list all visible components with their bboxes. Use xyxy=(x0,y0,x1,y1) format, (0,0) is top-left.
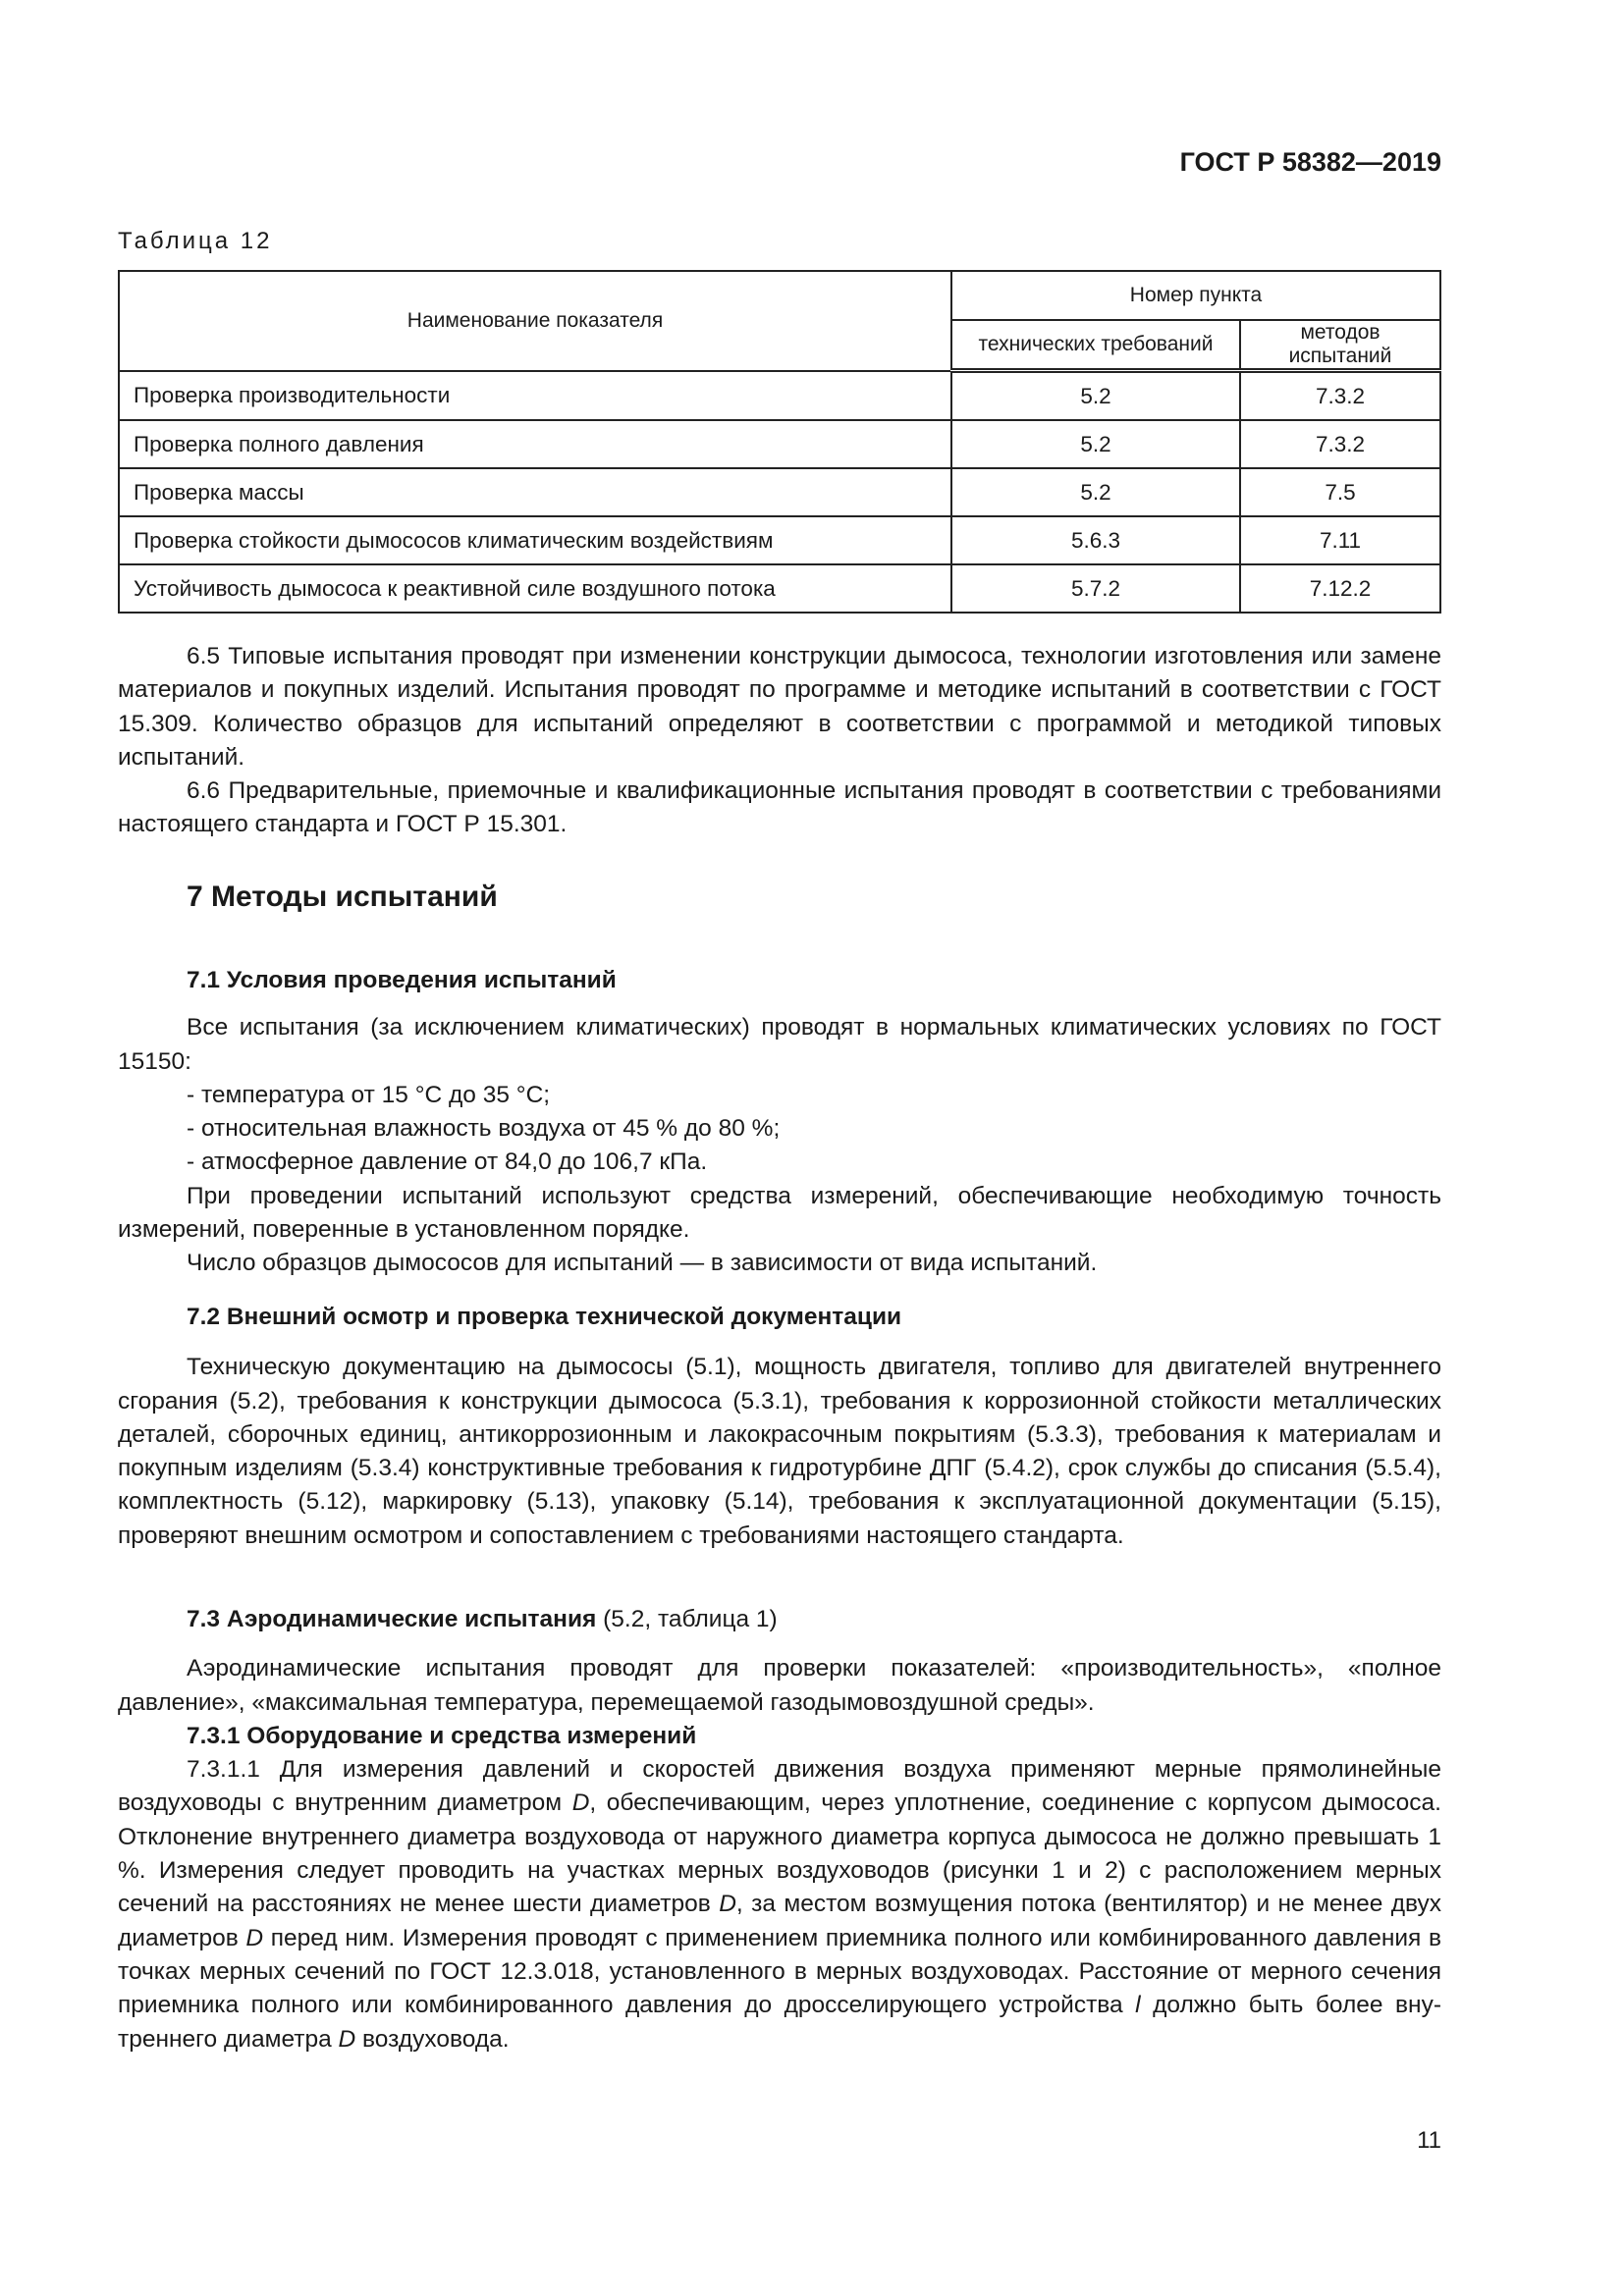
paragraph: Техническую документацию на дымососы (5.… xyxy=(118,1354,1441,1549)
clause-6-6: 6.6 Предварительные, приемочные и квалиф… xyxy=(118,774,1441,842)
text: воздуховода. xyxy=(355,2025,510,2053)
table-12: Наименование показателя Номер пункта тех… xyxy=(118,270,1441,614)
text: перед ним. Измерения про­водят с примене… xyxy=(118,1924,1442,2019)
section-7-2: 7.2 Внешний осмотр и проверка техническо… xyxy=(118,1301,1441,1553)
row-tech: 5.6.3 xyxy=(950,515,1241,565)
section-7-3: 7.3 Аэродинамические испытания (5.2, таб… xyxy=(118,1603,1441,2056)
row-name: Устойчивость дымососа к реактивной силе … xyxy=(118,563,952,614)
table-row: Проверка массы 5.2 7.5 xyxy=(118,467,1441,517)
row-name: Проверка полного давления xyxy=(118,419,952,469)
table-row: Проверка полного давления 5.2 7.3.2 xyxy=(118,419,1441,469)
text: должно быть более вну­треннего диаметра xyxy=(118,1992,1441,2053)
row-tech: 5.7.2 xyxy=(950,563,1241,614)
section-7: 7 Методы испытаний xyxy=(118,881,1441,914)
row-name: Проверка производительности xyxy=(118,369,952,421)
symbol: D xyxy=(719,1891,736,1918)
symbol: l xyxy=(1135,1992,1141,2019)
row-method: 7.5 xyxy=(1239,467,1441,517)
col-header-name: Наименование показателя xyxy=(118,270,952,372)
paragraph: Аэродинамические испытания проводят для … xyxy=(118,1655,1441,1716)
row-name: Проверка стойкости дымососов климатическ… xyxy=(118,515,952,565)
document-id: ГОСТ Р 58382—2019 xyxy=(1179,147,1441,177)
table-row: Проверка производительности 5.2 7.3.2 xyxy=(118,369,1441,421)
clause-6-5: 6.5 Типовые испытания проводят при измен… xyxy=(118,640,1441,774)
text: , за местом возмущения потока (вентилято… xyxy=(118,1891,1441,1951)
paragraph: 6.5 Типовые испытания проводят при измен… xyxy=(118,643,1441,771)
symbol: D xyxy=(571,1789,590,1817)
col-header-methods: методов испытаний xyxy=(1239,319,1441,373)
subsection-title: 7.1 Условия проведения испытаний xyxy=(187,967,617,993)
row-tech: 5.2 xyxy=(950,369,1241,421)
table-row: Проверка стойкости дымососов климатическ… xyxy=(118,515,1441,565)
table-caption: Таблица 12 xyxy=(118,228,273,254)
text: 7.3.1.1 Для измерения давлений и скорост… xyxy=(118,1756,1441,1817)
paragraph: Все испытания (за исключением климатичес… xyxy=(118,1014,1441,1075)
subsection-title: 7.3.1 Оборудование и средства измерений xyxy=(187,1722,697,1749)
row-method: 7.11 xyxy=(1239,515,1441,565)
paragraph: 6.6 Предварительные, приемочные и квалиф… xyxy=(118,777,1441,838)
row-method: 7.3.2 xyxy=(1239,419,1441,469)
row-method: 7.3.2 xyxy=(1239,369,1441,421)
paragraph: При проведении испытаний используют сред… xyxy=(118,1182,1441,1244)
section-title: 7 Методы испытаний xyxy=(187,881,498,913)
clause-7-3-1-1: 7.3.1.1 Для измерения давлений и скорост… xyxy=(118,1753,1441,2056)
list-item: - температура от 15 °С до 35 °С; xyxy=(187,1081,551,1108)
paragraph: Число образцов дымососов для испытаний —… xyxy=(187,1250,1098,1277)
section-7-1: 7.1 Условия проведения испытаний Все исп… xyxy=(118,964,1441,1281)
table-row: Устойчивость дымососа к реактивной силе … xyxy=(118,563,1441,614)
col-header-group: Номер пункта xyxy=(950,270,1441,321)
page-number: 11 xyxy=(1417,2127,1441,2154)
row-method: 7.12.2 xyxy=(1239,563,1441,614)
list-item: - атмосферное давление от 84,0 до 106,7 … xyxy=(187,1148,708,1176)
symbol: D xyxy=(338,2025,356,2053)
list-item: - относительная влажность воздуха от 45 … xyxy=(187,1115,781,1143)
row-name: Проверка массы xyxy=(118,467,952,517)
subsection-title: 7.2 Внешний осмотр и проверка техническо… xyxy=(187,1304,902,1330)
col-header-tech: технических требований xyxy=(950,319,1241,373)
row-tech: 5.2 xyxy=(950,467,1241,517)
row-tech: 5.2 xyxy=(950,419,1241,469)
subsection-title: 7.3 Аэродинамические испытания (5.2, таб… xyxy=(118,1603,1441,1636)
subsection-title-text: 7.3 Аэродинамические испытания xyxy=(187,1606,597,1632)
subsection-ref: (5.2, таблица 1) xyxy=(596,1606,778,1632)
text: , обеспечивающим, через уплотнение, соед… xyxy=(118,1789,1441,1918)
symbol: D xyxy=(245,1924,264,1951)
